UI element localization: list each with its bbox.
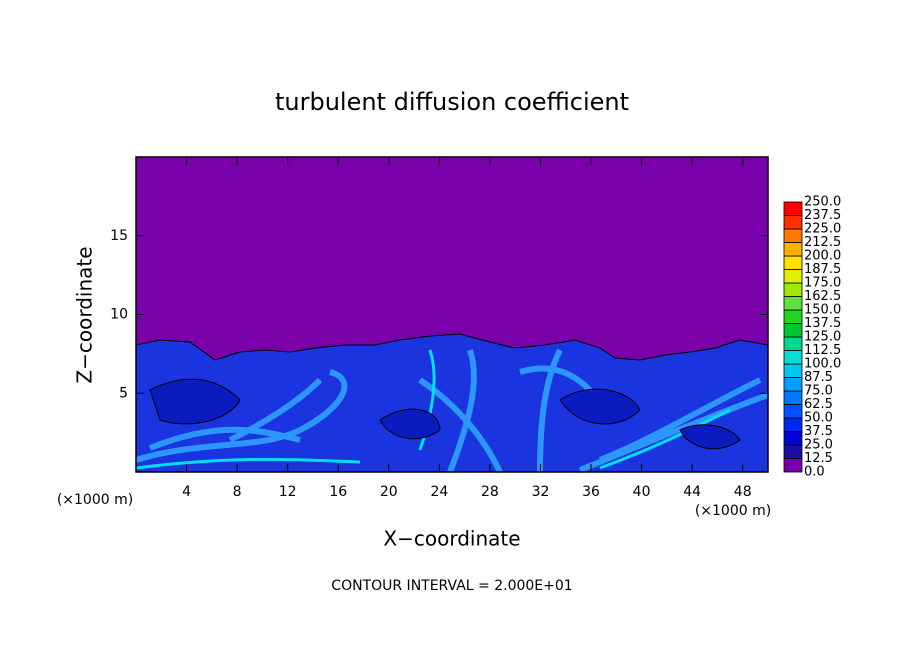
colorbar-box <box>783 431 803 446</box>
streak <box>135 348 770 474</box>
colorbar-box <box>783 282 803 297</box>
colorbar-box <box>783 323 803 338</box>
y-axis-label: Z−coordinate <box>73 246 97 383</box>
y-tick-label: 10 <box>110 307 128 323</box>
colorbar-box <box>783 377 803 392</box>
streak-bright <box>135 349 731 470</box>
colorbar-box <box>783 363 803 378</box>
colorbar-label: 150.0 <box>804 303 841 318</box>
colorbar-box <box>783 228 803 243</box>
x-tick-label: 48 <box>734 484 752 500</box>
colorbar-box <box>783 390 803 405</box>
colorbar-box <box>783 350 803 365</box>
x-tick-label: 44 <box>683 484 701 500</box>
colorbar-label: 187.5 <box>804 262 841 277</box>
colorbar-label: 100.0 <box>804 357 841 372</box>
x-tick-label: 16 <box>329 484 347 500</box>
colorbar-label: 212.5 <box>804 235 841 250</box>
colorbar-label: 175.0 <box>804 276 841 291</box>
colorbar-box <box>783 444 803 459</box>
colorbar-label: 0.0 <box>804 465 825 480</box>
colorbar-label: 200.0 <box>804 249 841 264</box>
colorbar-label: 87.5 <box>804 370 833 385</box>
colorbar-label: 125.0 <box>804 330 841 345</box>
colorbar-label: 25.0 <box>804 438 833 453</box>
colorbar-label: 162.5 <box>804 289 841 304</box>
colorbar-box <box>783 255 803 270</box>
x-tick-label: 36 <box>582 484 600 500</box>
y-tick-label: 5 <box>119 385 128 401</box>
colorbar-box <box>783 417 803 432</box>
x-axis-label: X−coordinate <box>383 527 520 551</box>
colorbar-label: 225.0 <box>804 222 841 237</box>
colorbar-label: 137.5 <box>804 316 841 331</box>
x-unit-left: (×1000 m) <box>57 492 133 508</box>
contour <box>149 378 741 450</box>
chart-title: turbulent diffusion coefficient <box>275 88 629 116</box>
colorbar-box <box>783 404 803 419</box>
x-tick-label: 28 <box>481 484 499 500</box>
colorbar-box <box>783 336 803 351</box>
colorbar-label: 62.5 <box>804 397 833 412</box>
colorbar-label: 12.5 <box>804 451 833 466</box>
field <box>135 157 770 474</box>
colorbar-box <box>783 242 803 257</box>
colorbar-box <box>783 296 803 311</box>
colorbar-label: 112.5 <box>804 343 841 358</box>
colorbar-box <box>783 201 803 216</box>
x-tick-label: 32 <box>532 484 550 500</box>
contour-note: CONTOUR INTERVAL = 2.000E+01 <box>331 578 572 594</box>
colorbar-label: 50.0 <box>804 411 833 426</box>
x-tick-label: 20 <box>380 484 398 500</box>
x-tick-label: 24 <box>430 484 448 500</box>
x-tick-label: 40 <box>633 484 651 500</box>
colorbar-label: 237.5 <box>804 208 841 223</box>
colorbar-box <box>783 309 803 324</box>
colorbar-label: 37.5 <box>804 424 833 439</box>
colorbar-box <box>783 269 803 284</box>
colorbar-box <box>783 458 803 473</box>
colorbar-label: 250.0 <box>804 195 841 210</box>
x-unit-right: (×1000 m) <box>695 503 771 519</box>
y-tick-label: 15 <box>110 228 128 244</box>
colorbar-label: 75.0 <box>804 384 833 399</box>
x-tick-label: 8 <box>233 484 242 500</box>
x-tick-label: 12 <box>279 484 297 500</box>
colorbar-box <box>783 215 803 230</box>
x-tick-label: 4 <box>182 484 191 500</box>
